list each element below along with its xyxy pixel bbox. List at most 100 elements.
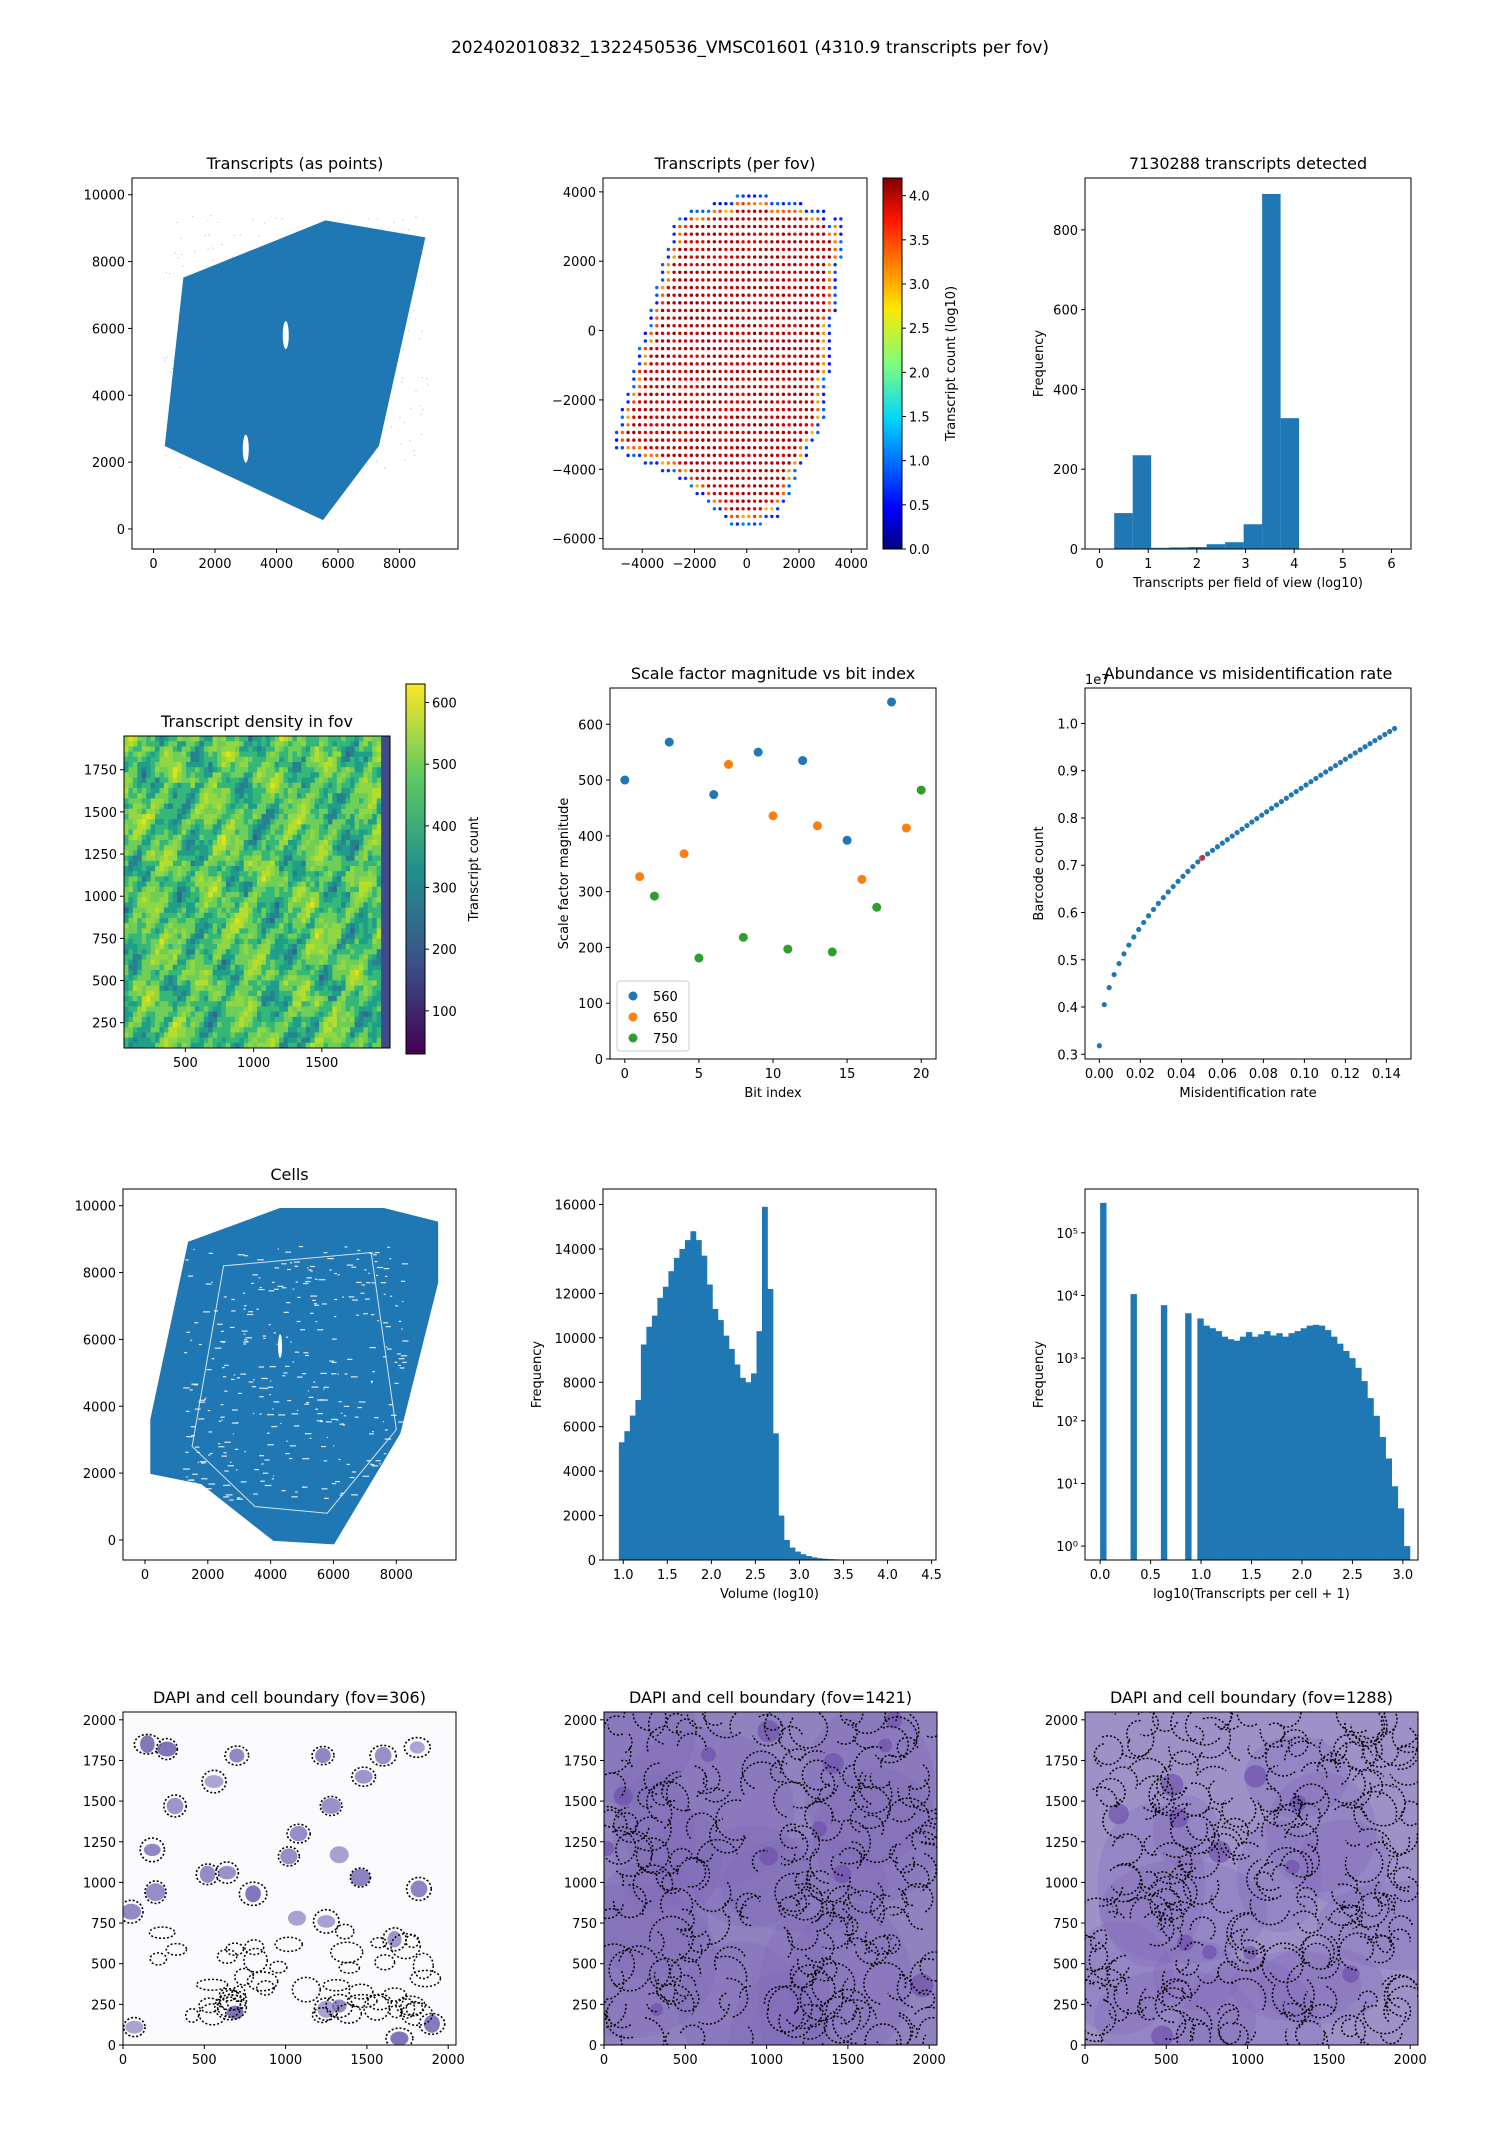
density-cell bbox=[217, 1001, 223, 1007]
density-cell bbox=[199, 772, 205, 779]
density-cell bbox=[341, 1011, 347, 1018]
density-cell bbox=[257, 803, 263, 810]
density-cell bbox=[332, 824, 338, 831]
density-cell bbox=[350, 736, 356, 742]
density-cell bbox=[199, 1022, 205, 1028]
fov-point bbox=[770, 362, 774, 366]
density-cell bbox=[225, 736, 231, 742]
fov-point bbox=[758, 316, 763, 320]
density-cell bbox=[319, 933, 325, 940]
fov-point bbox=[689, 232, 694, 236]
density-cell bbox=[279, 928, 285, 935]
density-cell bbox=[199, 985, 205, 992]
y-tick-label: −6000 bbox=[552, 533, 596, 548]
density-cell bbox=[288, 762, 294, 768]
fov-point bbox=[752, 438, 757, 442]
density-cell bbox=[248, 933, 254, 940]
density-cell bbox=[301, 808, 307, 815]
density-cell bbox=[345, 938, 351, 945]
density-cell bbox=[172, 944, 178, 950]
density-cell bbox=[358, 918, 364, 924]
density-cell bbox=[230, 824, 236, 831]
density-cell bbox=[367, 985, 373, 992]
density-cell bbox=[208, 897, 214, 903]
fov-point bbox=[752, 369, 757, 374]
fov-point bbox=[735, 446, 740, 450]
density-cell bbox=[168, 902, 174, 909]
density-cell bbox=[296, 855, 302, 862]
density-cell bbox=[132, 860, 138, 867]
fov-point bbox=[827, 278, 832, 282]
transcript-point bbox=[231, 256, 234, 258]
transcript-point bbox=[252, 418, 254, 420]
fov-point bbox=[752, 415, 757, 419]
fov-point bbox=[775, 201, 780, 206]
density-cell bbox=[367, 897, 373, 903]
density-cell bbox=[194, 985, 200, 992]
density-cell bbox=[132, 829, 138, 836]
fov-point bbox=[816, 369, 820, 374]
density-cell bbox=[314, 1042, 320, 1048]
fov-point bbox=[678, 346, 682, 351]
density-cell bbox=[137, 970, 143, 976]
density-cell bbox=[190, 840, 196, 846]
fov-point bbox=[770, 438, 774, 442]
fov-point bbox=[770, 331, 774, 336]
density-cell bbox=[367, 892, 373, 898]
density-cell bbox=[319, 944, 325, 950]
fov-point bbox=[729, 407, 734, 412]
density-cell bbox=[310, 829, 316, 836]
density-cell bbox=[217, 996, 223, 1002]
fov-point bbox=[678, 285, 682, 290]
density-cell bbox=[128, 1011, 134, 1018]
density-cell bbox=[265, 756, 271, 763]
fov-point bbox=[718, 423, 722, 427]
transcript-point bbox=[326, 335, 329, 338]
density-cell bbox=[327, 746, 333, 753]
density-cell bbox=[310, 736, 316, 742]
fov-point bbox=[758, 468, 763, 473]
density-cell bbox=[172, 980, 178, 987]
density-cell bbox=[248, 772, 254, 779]
density-cell bbox=[310, 798, 316, 805]
density-cell bbox=[217, 1032, 223, 1039]
density-cell bbox=[194, 1032, 200, 1039]
density-cell bbox=[354, 798, 360, 805]
density-cell bbox=[314, 996, 320, 1002]
density-cell bbox=[212, 1032, 218, 1039]
transcript-point bbox=[184, 278, 186, 280]
density-cell bbox=[354, 949, 360, 955]
fov-point bbox=[689, 354, 694, 358]
density-cell bbox=[163, 944, 169, 950]
density-cell bbox=[124, 860, 130, 867]
fov-point bbox=[816, 262, 820, 267]
density-cell bbox=[261, 819, 267, 825]
density-cell bbox=[314, 751, 320, 758]
density-cell bbox=[332, 756, 338, 763]
density-cell bbox=[292, 746, 298, 753]
fov-point bbox=[683, 339, 688, 343]
density-cell bbox=[358, 938, 364, 945]
fov-point bbox=[821, 407, 826, 412]
density-cell bbox=[305, 845, 311, 851]
density-cell bbox=[163, 798, 169, 805]
density-cell bbox=[310, 949, 316, 955]
density-cell bbox=[341, 756, 347, 763]
fov-point bbox=[821, 224, 826, 229]
transcript-point bbox=[263, 222, 266, 224]
density-cell bbox=[274, 985, 280, 992]
fov-point bbox=[729, 240, 734, 244]
density-cell bbox=[155, 933, 161, 940]
fov-point bbox=[741, 262, 745, 267]
density-cell bbox=[137, 902, 143, 909]
density-cell bbox=[172, 834, 178, 841]
density-cell bbox=[314, 736, 320, 742]
fov-point bbox=[787, 224, 791, 229]
density-cell bbox=[363, 793, 369, 799]
fov-point bbox=[729, 400, 734, 404]
density-cell bbox=[150, 923, 156, 929]
x-tick-label: 5 bbox=[1339, 557, 1347, 572]
fov-point bbox=[758, 324, 763, 328]
density-cell bbox=[350, 860, 356, 867]
density-cell bbox=[350, 803, 356, 810]
